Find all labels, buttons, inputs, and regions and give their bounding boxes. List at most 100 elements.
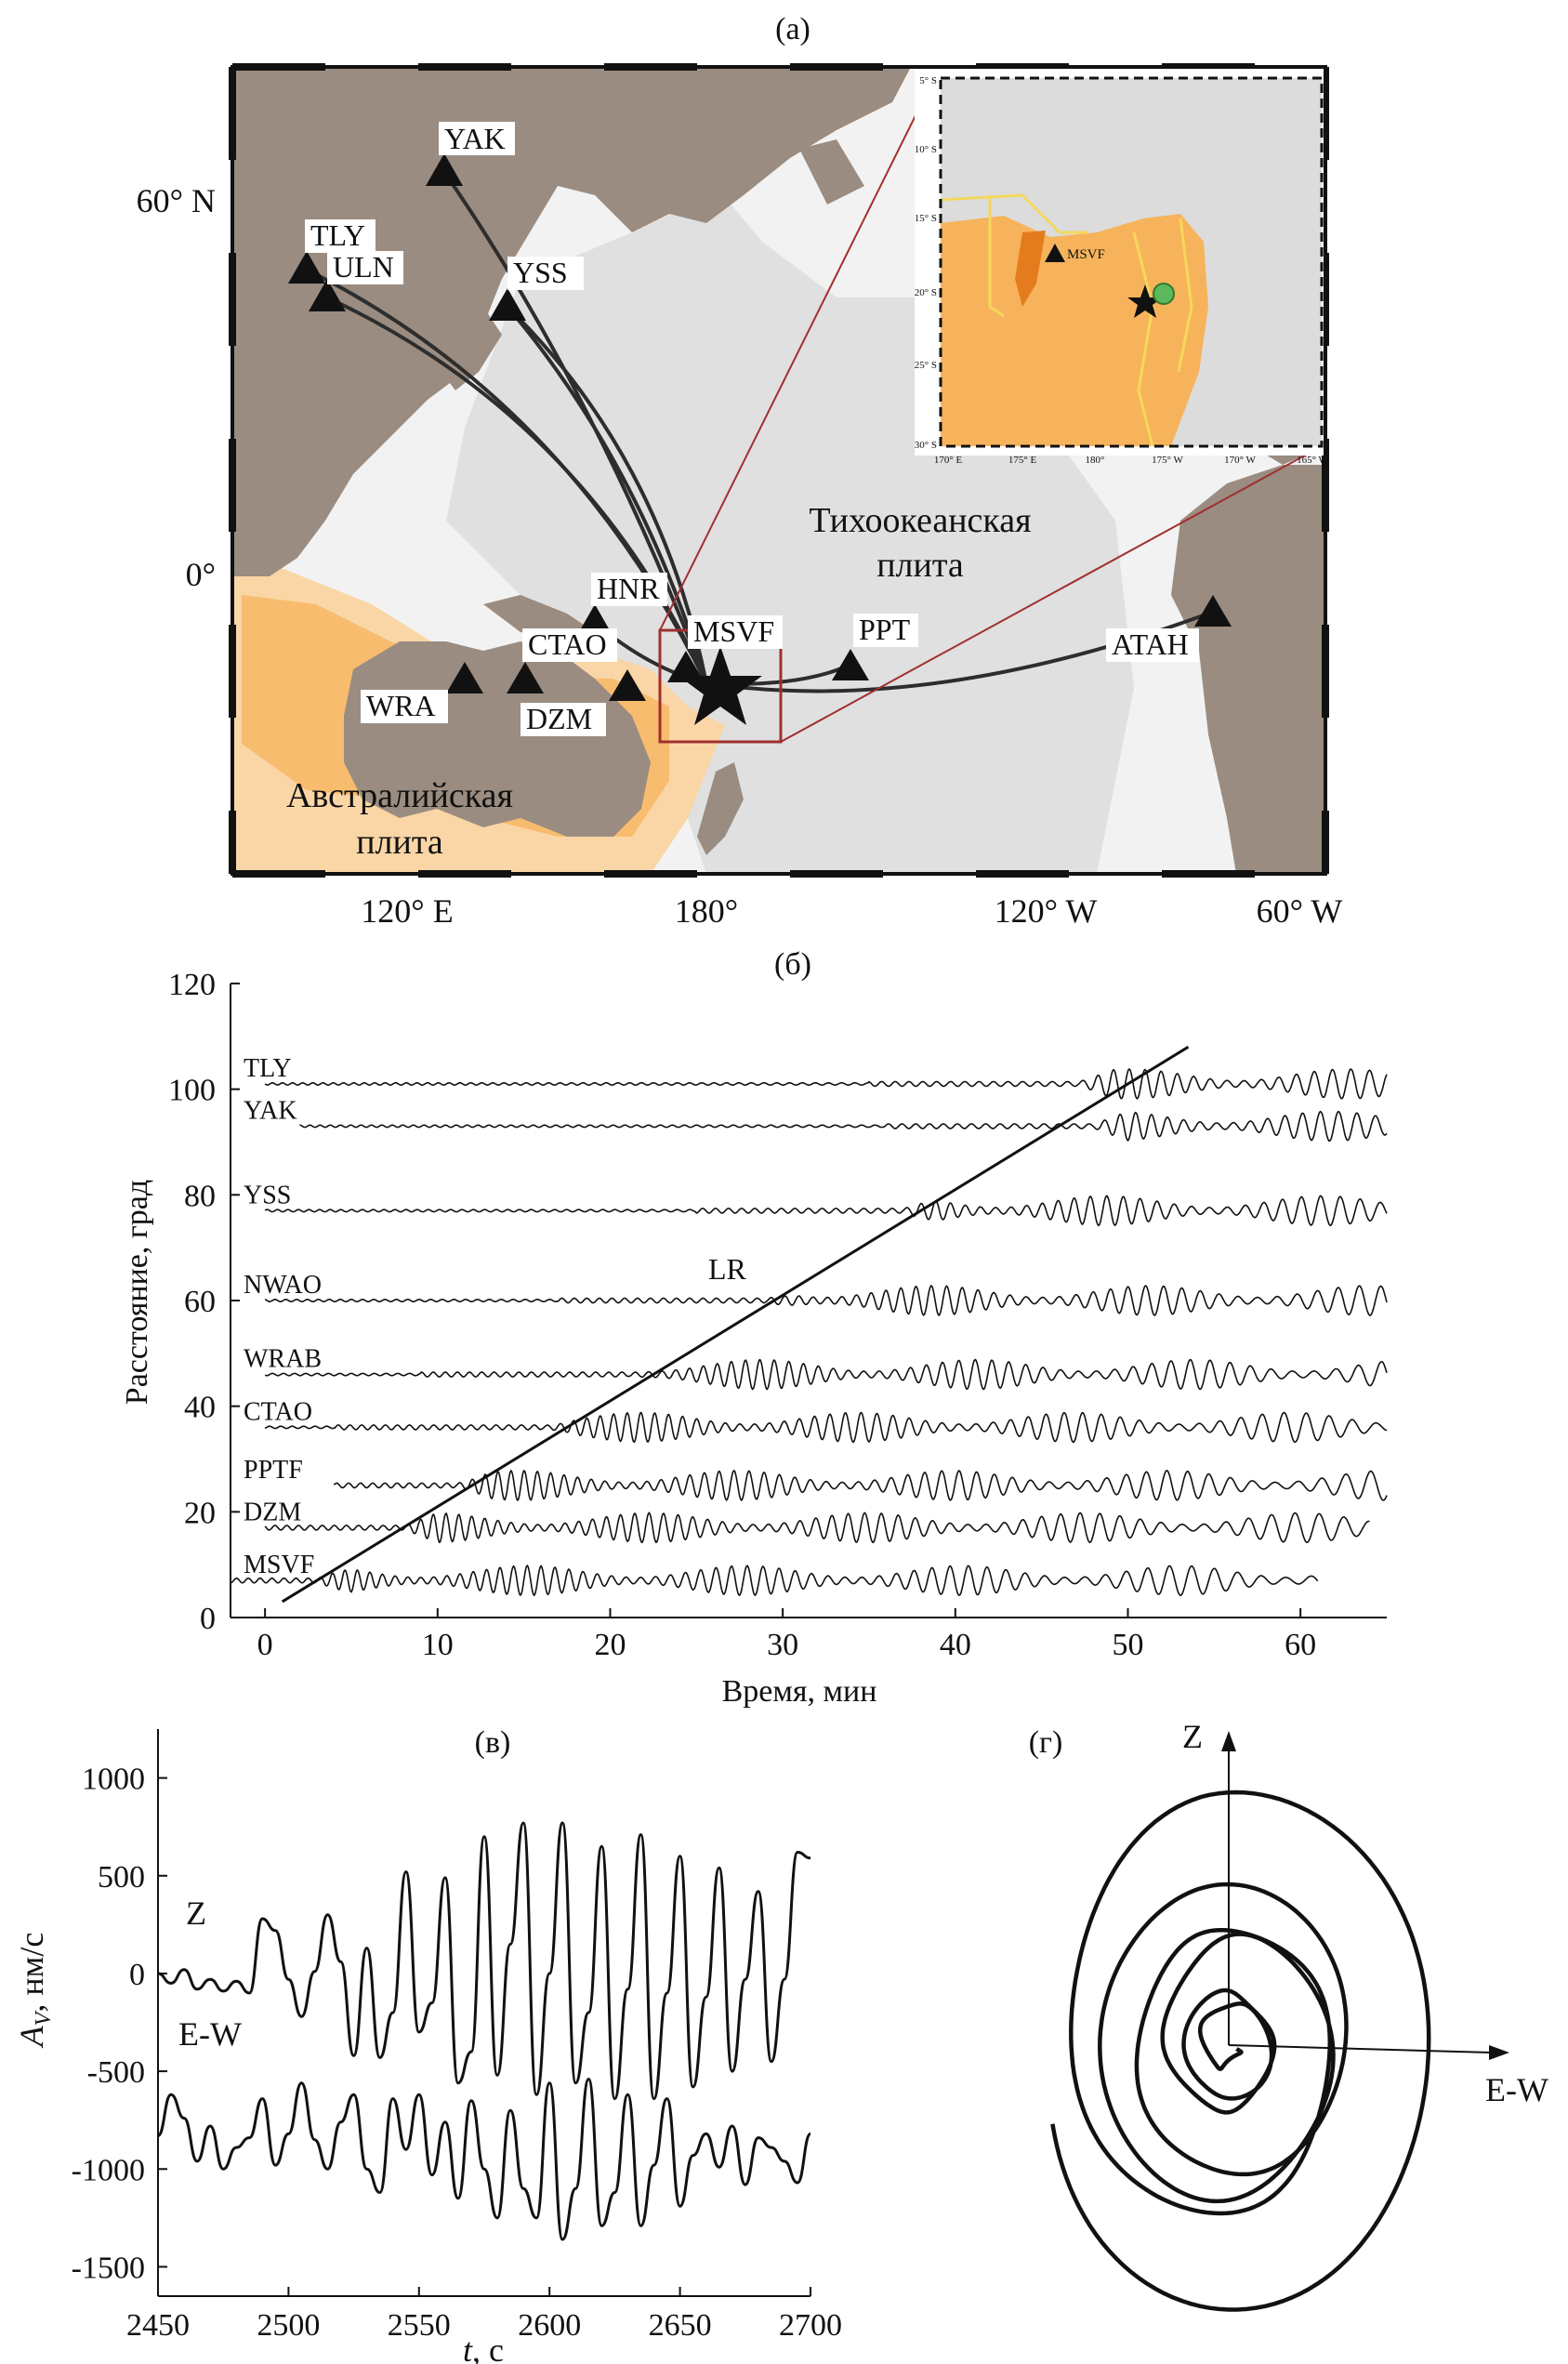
epicenter-star: [679, 646, 762, 725]
record-section-y-tick-label: 60: [184, 1285, 216, 1319]
pacific-plate-label-1: Тихоокеанская: [809, 501, 1031, 540]
waveform-y-tick-label: -500: [87, 2055, 145, 2090]
waveform-x-tick-label: 2500: [257, 2308, 320, 2343]
record-section-x-tick-label: 0: [257, 1628, 273, 1662]
waveform-series-z: [157, 1821, 811, 2101]
south-america-landmass: [1171, 465, 1325, 874]
record-section-x-tick-label: 50: [1112, 1628, 1143, 1662]
svg-text:20° S: 20° S: [915, 287, 937, 298]
panel-b-label: (б): [774, 947, 811, 982]
lr-label: LR: [708, 1252, 747, 1286]
svg-text:175° W: 175° W: [1152, 455, 1183, 466]
trace-nwao: [264, 1284, 1388, 1317]
waveform-xlabel-t: t: [463, 2331, 473, 2364]
trace-yak: [299, 1110, 1388, 1142]
inset-station-marker: [1045, 244, 1065, 262]
station-marker-yss: [489, 288, 526, 321]
station-marker-msvf: [667, 651, 705, 682]
record-section-axes: 0 10 20 30 40 50 60 0 20 40 60 80 100 120: [168, 968, 1387, 1662]
svg-text:25° S: 25° S: [915, 360, 937, 371]
waveform-y-tick-label: 0: [129, 1958, 145, 1992]
svg-text:170° E: 170° E: [934, 455, 963, 466]
inset-green-marker: [1153, 283, 1175, 305]
axis-ew-line: [1228, 2044, 1493, 2054]
map-frame-ticks: [229, 63, 1329, 878]
inset-epicenter-star: [1127, 284, 1163, 318]
trace-dzm: [264, 1512, 1370, 1544]
record-section-y-tick-label: 120: [168, 968, 216, 1002]
trace-yss: [264, 1195, 1388, 1227]
trace-ctao: [264, 1411, 1388, 1444]
axis-ew-arrow: [1489, 2045, 1509, 2060]
waveform-ylabel: AV, нм/с: [13, 1933, 56, 2049]
waveform-axes: 2450 2500 2550 2600 2650 2700 -1500 -1000 -500 0 5…: [72, 1729, 842, 2343]
station-label-hnr: HNR: [597, 572, 660, 605]
record-section-x-tick-label: 60: [1285, 1628, 1316, 1662]
inset-lon-ticks: 170° E 175° E 180° 175° W 170° W 165° W: [934, 455, 1329, 466]
japan-islands: [441, 307, 502, 390]
trace-wrab: [264, 1358, 1388, 1391]
station-markers: [288, 153, 1232, 725]
inset-connector-bottom: [780, 445, 1323, 743]
lat-label-0: 0°: [186, 556, 216, 593]
waveform-chart: 2450 2500 2550 2600 2650 2700 -1500 -1000 -500 0 5…: [13, 1729, 842, 2364]
waveform-label-z: Z: [186, 1895, 206, 1932]
inset-plate-dark: [1015, 231, 1046, 307]
waveform-ylabel-a: A: [13, 2025, 50, 2048]
particle-motion-trace: [1050, 1790, 1431, 2312]
waveform-label-ew: E-W: [178, 2015, 242, 2053]
station-label-atah: ATAH: [1112, 627, 1189, 661]
svg-text:30° S: 30° S: [915, 440, 937, 451]
station-labels: YAK TLY ULN YSS HNR CTAO WRA DZM MSVF PP…: [305, 122, 1199, 736]
panel-a-label: (a): [775, 12, 810, 46]
station-marker-uln: [309, 279, 346, 311]
record-section-ylabel: Расстояние, град: [120, 1180, 154, 1405]
waveform-x-tick-label: 2650: [649, 2308, 712, 2343]
waveform-x-tick-label: 2450: [126, 2308, 190, 2343]
station-label-wra: WRA: [366, 689, 436, 722]
australian-plate-label-2: плита: [356, 823, 443, 862]
station-label-ctao: CTAO: [528, 627, 607, 661]
station-label-ppt: PPT: [859, 613, 911, 646]
inset-map: MSVF 5° S 10° S 15° S 20° S 25° S 30° S …: [915, 69, 1329, 466]
station-marker-hnr: [580, 604, 610, 630]
lon-label-120w: 120° W: [995, 892, 1098, 930]
station-trace-label-wrab: WRAB: [244, 1345, 322, 1374]
record-section-station-labels: TLY YAK YSS NWAO WRAB CTAO PPTF DZM MSVF: [244, 1054, 322, 1579]
station-trace-label-msvf: MSVF: [244, 1551, 314, 1579]
station-trace-label-dzm: DZM: [244, 1498, 301, 1526]
inset-boundary-lines: [941, 193, 1193, 446]
path-yss: [506, 305, 708, 684]
axis-z-arrow: [1221, 1731, 1236, 1751]
station-marker-atah: [1194, 595, 1232, 627]
station-marker-ctao: [507, 662, 544, 693]
station-trace-label-ctao: CTAO: [244, 1397, 312, 1426]
waveform-y-tick-label: -1000: [72, 2153, 145, 2187]
waveform-ylabel-sub: V: [32, 2010, 56, 2026]
waveform-y-tick-label: -1500: [72, 2251, 145, 2285]
record-section-x-tick-label: 10: [422, 1628, 454, 1662]
waveform-x-tick-label: 2600: [518, 2308, 581, 2343]
new-zealand: [697, 762, 744, 855]
inset-plate-area: [941, 214, 1208, 446]
record-section-x-tick-label: 20: [594, 1628, 626, 1662]
station-label-dzm: DZM: [526, 702, 592, 735]
waveform-y-tick-label: 1000: [82, 1763, 145, 1797]
record-section-x-tick-label: 40: [940, 1628, 971, 1662]
station-label-yak: YAK: [444, 122, 506, 155]
waveform-xlabel: t, с: [463, 2331, 504, 2364]
station-trace-label-nwao: NWAO: [244, 1271, 322, 1300]
station-marker-yak: [426, 153, 463, 186]
pacific-plate-label-2: плита: [876, 546, 964, 585]
waveform-x-tick-label: 2700: [779, 2308, 842, 2343]
station-marker-dzm: [609, 669, 646, 701]
station-label-tly: TLY: [310, 218, 365, 252]
svg-text:170° W: 170° W: [1224, 455, 1256, 466]
svg-text:180°: 180°: [1086, 455, 1105, 466]
record-section-y-tick-label: 100: [168, 1074, 216, 1108]
svg-text:5° S: 5° S: [919, 75, 937, 86]
lon-label-120e: 120° E: [361, 892, 453, 930]
waveform-x-tick-label: 2550: [388, 2308, 451, 2343]
lat-label-60n: 60° N: [137, 182, 216, 219]
